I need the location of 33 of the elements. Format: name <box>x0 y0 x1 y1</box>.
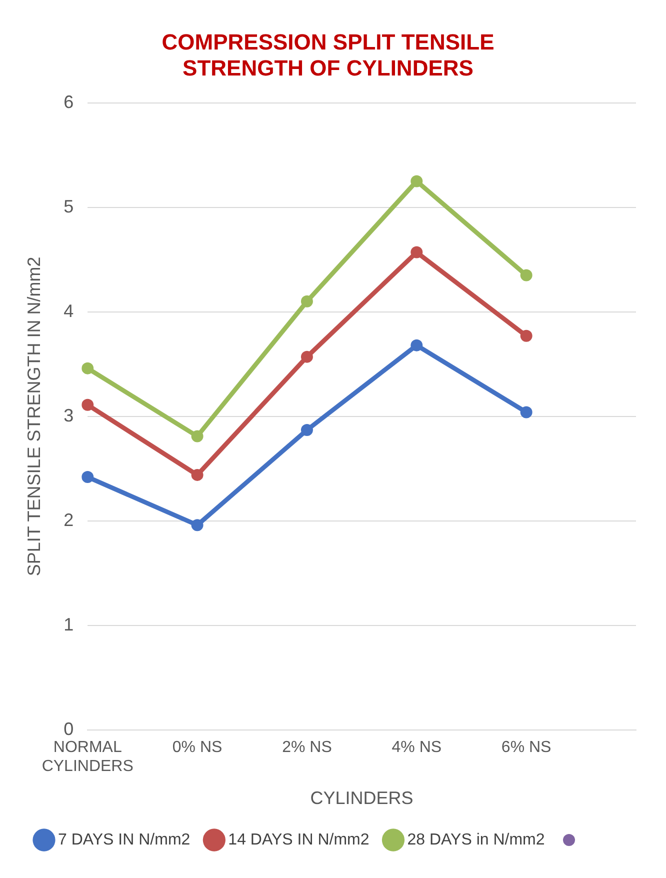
chart-title: COMPRESSION SPLIT TENSILE STRENGTH OF CYLINDERS <box>162 29 494 81</box>
legend-label: 14 DAYS IN N/mm2 <box>228 831 370 848</box>
point <box>520 330 532 342</box>
x-tick-label: 0% NS <box>172 739 222 756</box>
point <box>410 175 423 188</box>
y-axis-title: SPLIT TENSILE STRENGTH IN N/mm2 <box>24 256 44 576</box>
x-tick-label: NORMAL CYLINDERS <box>42 739 134 776</box>
point <box>410 339 423 352</box>
y-tick-label: 3 <box>64 405 74 426</box>
x-axis-title: CYLINDERS <box>310 788 414 808</box>
legend-label: 7 DAYS IN N/mm2 <box>58 831 190 848</box>
point <box>191 519 204 532</box>
legend-label: 28 DAYS in N/mm2 <box>407 831 545 848</box>
point <box>191 468 204 481</box>
y-tick-label: 4 <box>64 300 74 321</box>
y-tick-label: 5 <box>64 196 74 216</box>
point <box>520 269 532 282</box>
y-tick-label: 1 <box>64 614 74 634</box>
point <box>82 398 94 411</box>
point <box>191 430 204 442</box>
x-tick-label: 2% NS <box>282 739 332 756</box>
point <box>300 424 313 436</box>
y-tick-label: 2 <box>64 510 74 530</box>
x-tick-label: 4% NS <box>392 739 442 756</box>
point <box>82 362 94 374</box>
point <box>300 350 313 363</box>
y-tick-label: 6 <box>64 92 74 112</box>
point <box>300 295 313 308</box>
y-tick-label: 0 <box>64 718 74 739</box>
point <box>410 246 423 258</box>
point <box>82 471 94 484</box>
point <box>520 406 532 418</box>
x-tick-label: 6% NS <box>501 739 552 756</box>
